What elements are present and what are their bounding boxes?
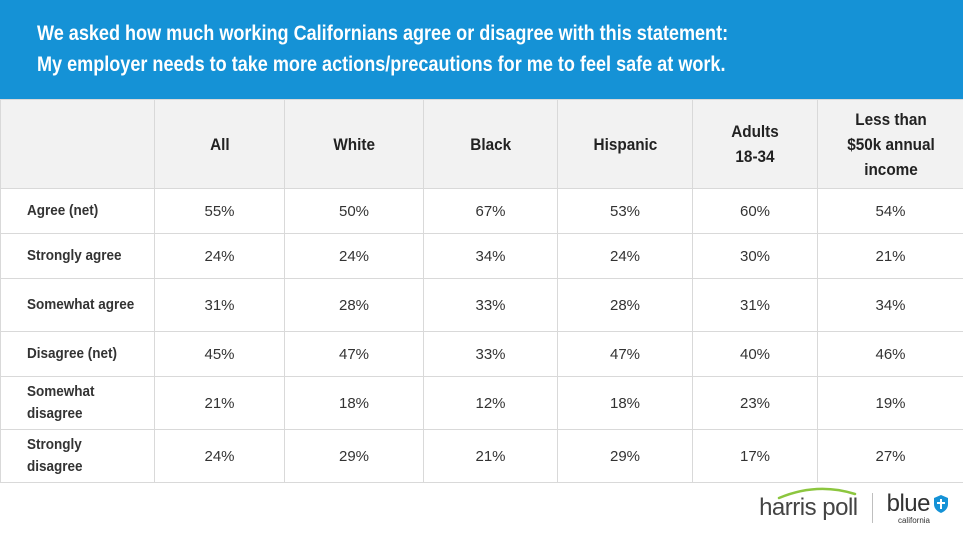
- table-row: Disagree (net) 45% 47% 33% 47% 40% 46%: [0, 331, 963, 377]
- table-row: Somewhat agree 31% 28% 33% 28% 31% 34%: [0, 278, 963, 332]
- title-line-1: We asked how much working Californians a…: [37, 22, 729, 45]
- table-cell: 21%: [154, 376, 285, 430]
- table-header-row: All White Black Hispanic Adults 18-34 Le…: [0, 99, 963, 189]
- column-header: Adults 18-34: [692, 99, 818, 189]
- table-cell: 17%: [692, 429, 818, 483]
- table-cell: 18%: [557, 376, 693, 430]
- row-label: Agree (net): [0, 188, 155, 234]
- table-row: Somewhat disagree 21% 18% 12% 18% 23% 19…: [0, 376, 963, 430]
- blue-shield-logo: blue california: [886, 489, 949, 525]
- column-header: Hispanic: [557, 99, 693, 189]
- table-cell: 24%: [154, 429, 285, 483]
- swoosh-icon: [777, 487, 857, 500]
- table-row: Agree (net) 55% 50% 67% 53% 60% 54%: [0, 188, 963, 234]
- footer-logos: harris poll blue california: [759, 487, 949, 528]
- table-cell: 34%: [423, 233, 558, 279]
- california-wordmark: california: [897, 515, 930, 525]
- table-cell: 34%: [817, 278, 963, 332]
- table-row: Strongly disagree 24% 29% 21% 29% 17% 27…: [0, 429, 963, 483]
- shield-icon: [934, 494, 948, 513]
- corner-cell: [0, 99, 155, 189]
- row-label: Strongly agree: [0, 233, 155, 279]
- table-cell: 28%: [284, 278, 424, 332]
- table-cell: 60%: [692, 188, 818, 234]
- table-cell: 55%: [154, 188, 285, 234]
- title-banner: We asked how much working Californians a…: [0, 0, 963, 99]
- table-cell: 33%: [423, 278, 558, 332]
- row-label: Disagree (net): [0, 331, 155, 377]
- title-line-2: My employer needs to take more actions/p…: [37, 53, 726, 76]
- table-cell: 19%: [817, 376, 963, 430]
- table-cell: 24%: [557, 233, 693, 279]
- row-label: Somewhat agree: [0, 278, 155, 332]
- logo-divider: [871, 493, 873, 523]
- table-cell: 29%: [557, 429, 693, 483]
- row-label: Strongly disagree: [0, 429, 155, 483]
- table-row: Strongly agree 24% 24% 34% 24% 30% 21%: [0, 233, 963, 279]
- table-cell: 47%: [557, 331, 693, 377]
- table-cell: 40%: [692, 331, 818, 377]
- table-cell: 21%: [817, 233, 963, 279]
- table-cell: 29%: [284, 429, 424, 483]
- harris-poll-wordmark: harris poll: [759, 494, 858, 521]
- column-header: White: [284, 99, 424, 189]
- harris-poll-logo: harris poll: [759, 487, 858, 522]
- table-cell: 23%: [692, 376, 818, 430]
- table-cell: 67%: [423, 188, 558, 234]
- blue-wordmark: blue: [886, 489, 931, 517]
- row-label: Somewhat disagree: [0, 376, 155, 430]
- table-cell: 21%: [423, 429, 558, 483]
- column-header: Less than $50k annual income: [817, 99, 963, 189]
- table-cell: 50%: [284, 188, 424, 234]
- table-cell: 53%: [557, 188, 693, 234]
- table-cell: 45%: [154, 331, 285, 377]
- column-header: Black: [423, 99, 558, 189]
- table-cell: 24%: [154, 233, 285, 279]
- table-cell: 12%: [423, 376, 558, 430]
- table-cell: 54%: [817, 188, 963, 234]
- table-cell: 30%: [692, 233, 818, 279]
- table-cell: 24%: [284, 233, 424, 279]
- table-cell: 31%: [692, 278, 818, 332]
- table-cell: 28%: [557, 278, 693, 332]
- results-table: All White Black Hispanic Adults 18-34 Le…: [0, 99, 963, 483]
- table-cell: 47%: [284, 331, 424, 377]
- table-cell: 18%: [284, 376, 424, 430]
- column-header: All: [154, 99, 285, 189]
- table-cell: 31%: [154, 278, 285, 332]
- table-cell: 33%: [423, 331, 558, 377]
- table-cell: 46%: [817, 331, 963, 377]
- table-cell: 27%: [817, 429, 963, 483]
